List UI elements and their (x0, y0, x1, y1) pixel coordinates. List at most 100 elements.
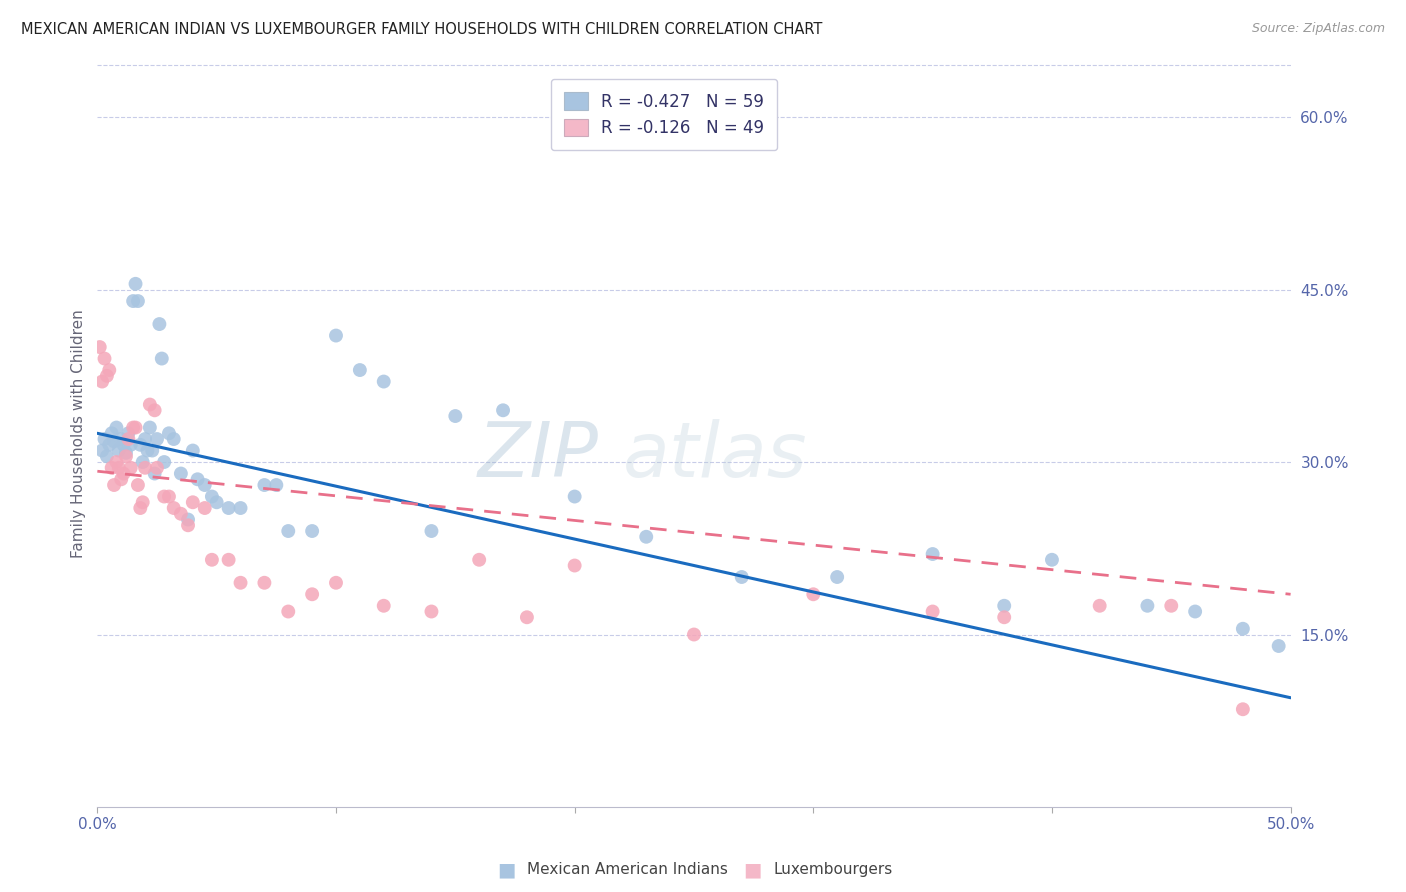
Point (139, 420, 162, 434)
Point (194, 478, 217, 492)
Point (373, 375, 395, 389)
Point (170, 467, 193, 481)
Point (129, 438, 152, 452)
Point (122, 420, 145, 434)
Point (325, 328, 347, 343)
Point (993, 610, 1015, 624)
Point (229, 501, 252, 516)
Point (1136, 599, 1159, 613)
Legend: R = -0.427   N = 59, R = -0.126   N = 49: R = -0.427 N = 59, R = -0.126 N = 49 (551, 79, 778, 151)
Point (201, 490, 224, 504)
Point (301, 587, 323, 601)
Point (131, 455, 153, 469)
Point (100, 426, 122, 441)
Point (103, 434, 125, 449)
Point (122, 294, 145, 309)
Point (921, 547, 943, 561)
Point (93, 351, 115, 366)
Point (516, 610, 538, 624)
Point (136, 443, 159, 458)
Point (163, 501, 186, 516)
Point (120, 438, 142, 452)
Point (218, 501, 240, 516)
Point (492, 403, 515, 417)
Point (181, 495, 204, 509)
Point (349, 363, 371, 377)
Point (253, 478, 276, 492)
Text: ■: ■ (742, 860, 762, 880)
Text: Mexican American Indians: Mexican American Indians (527, 863, 728, 877)
Point (146, 432, 169, 446)
Point (103, 478, 125, 492)
Text: ZIP: ZIP (478, 418, 599, 492)
Point (93, 432, 115, 446)
Point (143, 467, 166, 481)
Point (218, 553, 240, 567)
Point (115, 450, 138, 464)
Point (146, 460, 169, 475)
Point (98, 363, 121, 377)
Point (143, 403, 166, 417)
Point (444, 409, 467, 423)
Point (157, 426, 180, 441)
Point (1160, 599, 1182, 613)
Point (105, 420, 128, 434)
Point (564, 558, 586, 573)
Point (420, 605, 443, 619)
Point (825, 570, 848, 584)
Text: ■: ■ (496, 860, 516, 880)
Point (115, 446, 138, 460)
Text: Source: ZipAtlas.com: Source: ZipAtlas.com (1251, 22, 1385, 36)
Point (373, 599, 395, 613)
Point (96, 450, 118, 464)
Point (124, 277, 146, 291)
Point (108, 460, 131, 475)
Point (993, 599, 1015, 613)
Point (1232, 702, 1254, 716)
Point (131, 495, 153, 509)
Point (194, 501, 217, 516)
Y-axis label: Family Households with Children: Family Households with Children (72, 309, 86, 558)
Point (117, 426, 139, 441)
Point (112, 438, 135, 452)
Point (134, 432, 156, 446)
Point (1232, 622, 1254, 636)
Point (153, 490, 176, 504)
Point (96, 368, 118, 383)
Point (110, 432, 132, 446)
Point (112, 467, 135, 481)
Point (325, 575, 347, 590)
Point (129, 501, 152, 516)
Point (117, 432, 139, 446)
Point (127, 294, 149, 309)
Point (89, 340, 111, 354)
Point (110, 472, 132, 486)
Point (141, 443, 163, 458)
Point (91, 443, 114, 458)
Point (731, 570, 754, 584)
Point (201, 553, 224, 567)
Text: Luxembourgers: Luxembourgers (773, 863, 893, 877)
Point (100, 460, 122, 475)
Point (229, 575, 252, 590)
Point (157, 490, 180, 504)
Point (105, 455, 128, 469)
Point (177, 512, 200, 526)
Point (170, 507, 193, 521)
Point (163, 432, 186, 446)
Point (301, 524, 323, 538)
Point (1040, 553, 1063, 567)
Point (253, 575, 276, 590)
Point (564, 490, 586, 504)
Point (266, 478, 288, 492)
Point (1184, 605, 1206, 619)
Text: MEXICAN AMERICAN INDIAN VS LUXEMBOURGER FAMILY HOUSEHOLDS WITH CHILDREN CORRELAT: MEXICAN AMERICAN INDIAN VS LUXEMBOURGER … (21, 22, 823, 37)
Point (801, 587, 824, 601)
Point (277, 605, 299, 619)
Point (683, 627, 706, 641)
Point (177, 518, 200, 533)
Point (636, 530, 658, 544)
Point (150, 351, 173, 366)
Point (134, 460, 156, 475)
Point (127, 478, 149, 492)
